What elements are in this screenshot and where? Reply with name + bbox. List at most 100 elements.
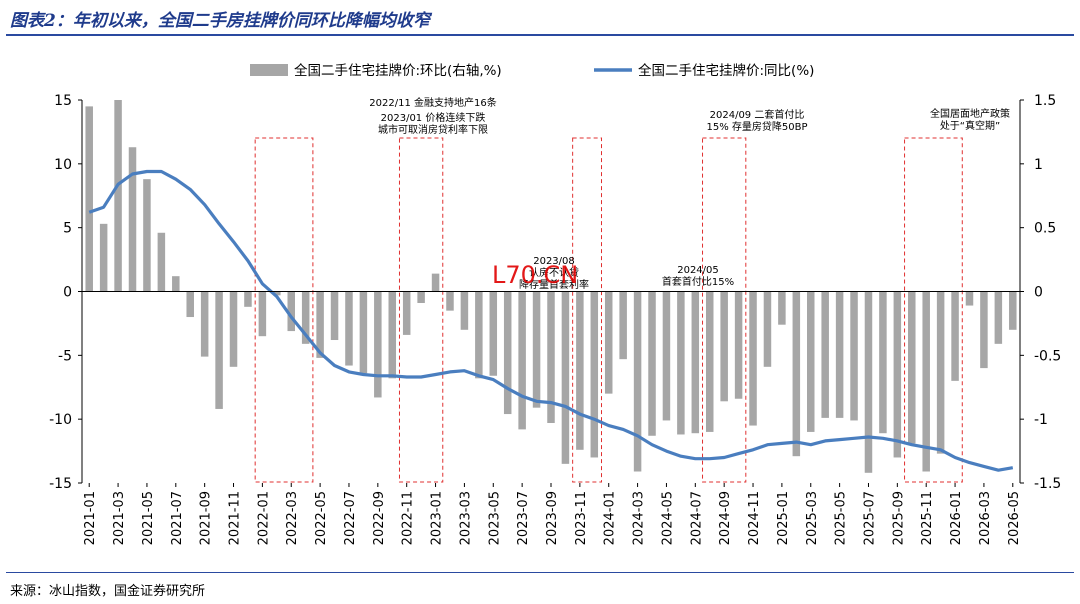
- bar-2026-03: [980, 291, 988, 369]
- legend: 全国二手住宅挂牌价:环比(右轴,%) 全国二手住宅挂牌价:同比(%): [250, 62, 814, 79]
- right-tick-label: -1.5: [1034, 476, 1061, 492]
- annotations: 2022/11 金融支持地产16条 2023/01 价格连续下跌城市可取消房贷利率…: [369, 96, 1010, 291]
- bar-2023-07: [518, 291, 526, 430]
- legend-line-label: 全国二手住宅挂牌价:同比(%): [638, 62, 814, 79]
- watermark: L70.CN: [492, 261, 578, 289]
- bar-2024-11: [749, 291, 757, 426]
- x-tick-label: 2023-03: [458, 491, 473, 545]
- footer-rule: [6, 572, 1074, 573]
- bar-2025-03: [807, 291, 815, 432]
- bar-2022-04: [301, 291, 310, 344]
- x-tick-label: 2024-01: [603, 491, 618, 545]
- right-tick-label: -1: [1034, 412, 1048, 428]
- x-tick-label: 2025-03: [805, 491, 820, 545]
- bar-2025-12: [936, 291, 945, 454]
- x-tick-label: 2025-09: [891, 491, 906, 545]
- x-tick-label: 2026-03: [978, 491, 993, 545]
- axis-ticks: 15 10 5 0 -5 -10 -15 1.5 1 0.5 0 -0.5 -1 -1.5: [49, 93, 1061, 492]
- bar-2021-09: [200, 291, 209, 357]
- bar-2021-05: [143, 179, 151, 292]
- x-tick-label: 2025-01: [776, 491, 791, 545]
- bar-2025-02: [792, 291, 801, 457]
- bar-2025-06: [850, 291, 858, 421]
- x-tick-label: 2022-07: [343, 491, 358, 545]
- bar-2021-10: [215, 291, 223, 409]
- bar-2025-07: [864, 291, 873, 473]
- x-tick-label: 2023-05: [487, 491, 502, 545]
- bar-2026-04: [994, 291, 1003, 344]
- bar-2023-11: [576, 291, 584, 450]
- bar-2024-04: [648, 291, 656, 436]
- bar-2021-11: [229, 291, 238, 367]
- bar-2025-01: [778, 291, 786, 325]
- policy-box-3: [702, 137, 747, 483]
- x-tick-label: 2022-03: [285, 491, 300, 545]
- x-tick-label: 2024-05: [660, 491, 675, 545]
- policy-box-2: [572, 137, 603, 483]
- bar-2023-02: [446, 291, 454, 311]
- policy-box-1: [398, 137, 444, 483]
- bar-series-mom: [85, 100, 1017, 473]
- bar-2021-04: [128, 147, 137, 292]
- bar-2023-08: [532, 291, 541, 408]
- policy-box-0: [254, 137, 314, 483]
- left-tick-label: 15: [54, 93, 72, 109]
- bar-2023-01: [431, 273, 440, 292]
- bar-2025-10: [908, 291, 916, 444]
- x-tick-label: 2021-11: [228, 491, 243, 545]
- x-tick-label: 2023-09: [545, 491, 560, 545]
- bar-2024-10: [734, 291, 743, 399]
- annotation-1-line-1: 城市可取消房贷利率下限: [378, 123, 488, 136]
- bar-2021-08: [186, 291, 194, 318]
- bar-2022-06: [330, 291, 339, 341]
- bar-2024-01: [604, 291, 613, 394]
- bar-2024-03: [633, 291, 642, 472]
- x-tick-label: 2026-01: [949, 491, 964, 545]
- bar-2024-07: [691, 291, 700, 434]
- x-tick-label: 2023-11: [574, 491, 589, 545]
- right-tick-label: 0.5: [1034, 221, 1056, 237]
- policy-box-4: [904, 137, 963, 483]
- bar-2022-09: [374, 291, 382, 398]
- bar-2022-05: [316, 291, 324, 358]
- right-tick-label: 1: [1034, 157, 1043, 173]
- bar-2025-04: [821, 291, 829, 418]
- legend-bar-swatch: [250, 64, 288, 76]
- bar-2021-02: [99, 223, 108, 292]
- bar-2021-12: [244, 291, 252, 307]
- bar-2021-07: [172, 276, 180, 292]
- bar-2022-08: [359, 291, 368, 374]
- x-tick-label: 2021-07: [170, 491, 185, 545]
- x-tick-label: 2021-01: [83, 491, 98, 545]
- annotation-2-line-0: 2023/08: [533, 256, 575, 267]
- annotation-4-line-1: 15% 存量房贷降50BP: [706, 120, 807, 133]
- x-tick-label: 2026-05: [1007, 491, 1022, 545]
- bar-2023-10: [561, 291, 570, 464]
- left-tick-label: 10: [54, 157, 72, 173]
- bar-2023-06: [503, 291, 512, 415]
- annotation-2-line-2: 降存量首套利率: [519, 278, 589, 291]
- annotation-3-line-0: 2024/05: [677, 265, 719, 276]
- x-tick-label: 2025-05: [834, 491, 849, 545]
- x-tick-label: 2021-03: [112, 491, 127, 545]
- x-tick-label: 2024-03: [632, 491, 647, 545]
- x-tick-label: 2021-05: [141, 491, 156, 545]
- right-tick-label: 1.5: [1034, 93, 1056, 109]
- source-note: 来源：冰山指数，国金证券研究所: [10, 584, 206, 599]
- bar-2021-06: [157, 232, 166, 292]
- left-tick-label: 5: [63, 221, 72, 237]
- line-series-yoy: [88, 169, 1014, 472]
- bar-2023-04: [475, 291, 483, 379]
- bar-2024-02: [619, 291, 627, 360]
- yoy-line: [88, 169, 1014, 472]
- bar-2025-05: [835, 291, 844, 418]
- bar-2026-02: [965, 291, 974, 306]
- left-tick-label: -10: [49, 412, 72, 428]
- bar-2026-01: [951, 291, 959, 381]
- bar-2022-10: [388, 291, 397, 379]
- left-tick-label: 0: [63, 285, 72, 301]
- title-rule: [6, 34, 1074, 36]
- bar-2021-03: [114, 100, 122, 292]
- legend-bar-label: 全国二手住宅挂牌价:环比(右轴,%): [294, 62, 502, 79]
- bar-2026-05: [1009, 291, 1017, 330]
